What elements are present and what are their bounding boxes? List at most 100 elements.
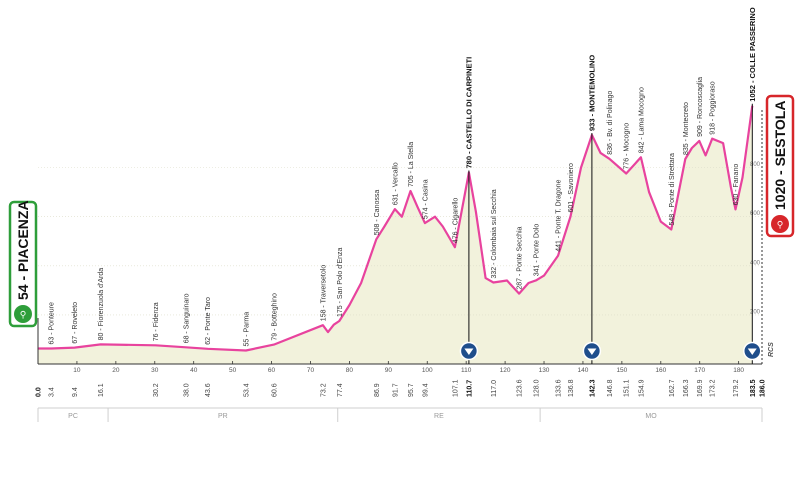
profile-point [327, 331, 329, 333]
profile-point [207, 348, 209, 350]
km-tick-label: 20 [112, 367, 120, 374]
region-label: MO [645, 413, 657, 420]
profile-point [684, 158, 686, 160]
distance-label: 16.1 [98, 383, 105, 397]
distance-label: 38.0 [183, 383, 190, 397]
distance-label: 136.8 [568, 379, 575, 397]
profile-point [475, 211, 477, 213]
waypoint-label: 287 - Ponte Secchia [517, 226, 524, 289]
km-tick-label: 70 [307, 367, 315, 374]
waypoint-label: 68 - Sanguinaro [183, 293, 190, 343]
km-tick-label: 110 [461, 367, 472, 374]
waypoint-label: 175 - San Polo d'Enza [337, 247, 344, 317]
region-label: RE [434, 413, 444, 420]
finish-badge: ⚲ 1020 - SESTOLA [765, 94, 795, 238]
distance-label: 128.0 [534, 379, 541, 397]
profile-point [518, 293, 520, 295]
km-tick-label: 10 [73, 367, 81, 374]
profile-point [360, 282, 362, 284]
distance-label: 154.9 [638, 379, 645, 397]
distance-label: 117.0 [491, 380, 498, 397]
finish-label: 1020 - SESTOLA [772, 101, 788, 210]
distance-label: 53.4 [243, 383, 250, 397]
profile-point [599, 152, 602, 154]
profile-point [506, 279, 508, 282]
distance-label: 146.8 [607, 379, 614, 397]
profile-point [185, 346, 187, 348]
distance-label: 107.1 [452, 379, 459, 397]
distance-label: 173.2 [710, 379, 717, 397]
altitude-tick-label: 800 [750, 162, 761, 168]
waypoint-label: 63 - Ponteure [49, 302, 56, 345]
profile-point [100, 343, 102, 345]
waypoint-label: 836 - Bv. di Polinago [607, 91, 614, 155]
start-badge: ⚲ 54 - PIACENZA [8, 200, 38, 328]
profile-point [74, 347, 76, 349]
profile-point [485, 277, 487, 279]
profile-point [401, 216, 403, 218]
profile-point [338, 320, 340, 322]
profile-point [155, 344, 157, 346]
profile-point [580, 167, 582, 169]
km-tick-label: 90 [385, 367, 393, 374]
profile-line [37, 105, 754, 352]
altitude-tick-label: 600 [750, 211, 761, 217]
waypoint-label: 631 - Vercallo [392, 162, 399, 205]
altitude-tick-label: 200 [750, 309, 761, 315]
profile-point [734, 208, 737, 210]
km-tick-label: 40 [190, 367, 198, 374]
km-tick-label: 120 [500, 367, 511, 374]
start-label: 54 - PIACENZA [15, 200, 31, 300]
profile-point [741, 176, 744, 179]
waypoint-label: 835 - Montecreto [683, 102, 690, 155]
km-tick-label: 140 [578, 367, 589, 374]
km-tick-label: 80 [346, 367, 354, 374]
region-label: PC [68, 413, 78, 420]
waypoint-label: 574 - Casina [422, 179, 429, 219]
profile-point [273, 344, 275, 346]
waypoint-label: 476 - Cigarello [452, 198, 459, 244]
profile-point [705, 154, 707, 156]
profile-point [660, 221, 662, 223]
distance-label: 60.6 [271, 383, 278, 397]
distance-label: 123.6 [517, 379, 524, 397]
profile-point [640, 156, 642, 158]
profile-point [648, 191, 650, 193]
waypoint-label: 933 - MONTEMOLINO [587, 55, 596, 131]
altitude-gridlines: 200 400 600 800 [38, 162, 762, 315]
waypoint-label: 780 - CASTELLO DI CARPINETI [464, 57, 473, 169]
distance-label: 77.4 [337, 383, 344, 397]
distance-label: 142.3 [589, 379, 596, 397]
distance-label: 179.2 [733, 379, 740, 397]
distance-labels: 0.0 3.4 9.4 16.1 30.2 38.0 43.6 53.4 60.6 73.2 77.… [36, 379, 767, 397]
profile-point [333, 324, 335, 326]
profile-point [557, 255, 559, 257]
waypoint-label: 79 - Botteghino [271, 293, 278, 341]
waypoint-label: 67 - Roveleto [72, 302, 79, 344]
profile-point [625, 172, 627, 175]
km-tick-label: 150 [616, 367, 627, 374]
profile-point [394, 208, 396, 210]
distance-label: 30.2 [153, 383, 160, 397]
waypoint-label: 630 - Fanano [733, 164, 740, 206]
waypoint-label: 332 - Colombaia sul Secchia [491, 189, 498, 278]
waypoint-label: 55 - Parma [243, 312, 250, 347]
distance-label: 99.4 [422, 383, 429, 397]
profile-point [698, 140, 700, 142]
profile-point [409, 190, 412, 192]
profile-point [322, 324, 324, 326]
profile-point [434, 216, 436, 218]
waypoint-label: 1052 - COLLE PASSERINO [748, 7, 757, 102]
distance-label: 166.3 [683, 379, 690, 397]
waypoint-labels: 63 - Ponteure 67 - Roveleto 80 - Fiorenzuo… [49, 7, 757, 364]
distance-label: 9.4 [72, 387, 79, 397]
profile-point [442, 225, 444, 228]
waypoint-label: 548 - Ponte di Strettara [669, 153, 676, 225]
km-tick-label: 130 [539, 367, 550, 374]
km-tick-label: 160 [655, 367, 666, 374]
km-tick-label: 180 [733, 367, 744, 374]
profile-point [608, 158, 611, 160]
waypoint-label: 909 - Roncoscaglia [697, 77, 704, 137]
distance-label: 73.2 [320, 383, 327, 397]
